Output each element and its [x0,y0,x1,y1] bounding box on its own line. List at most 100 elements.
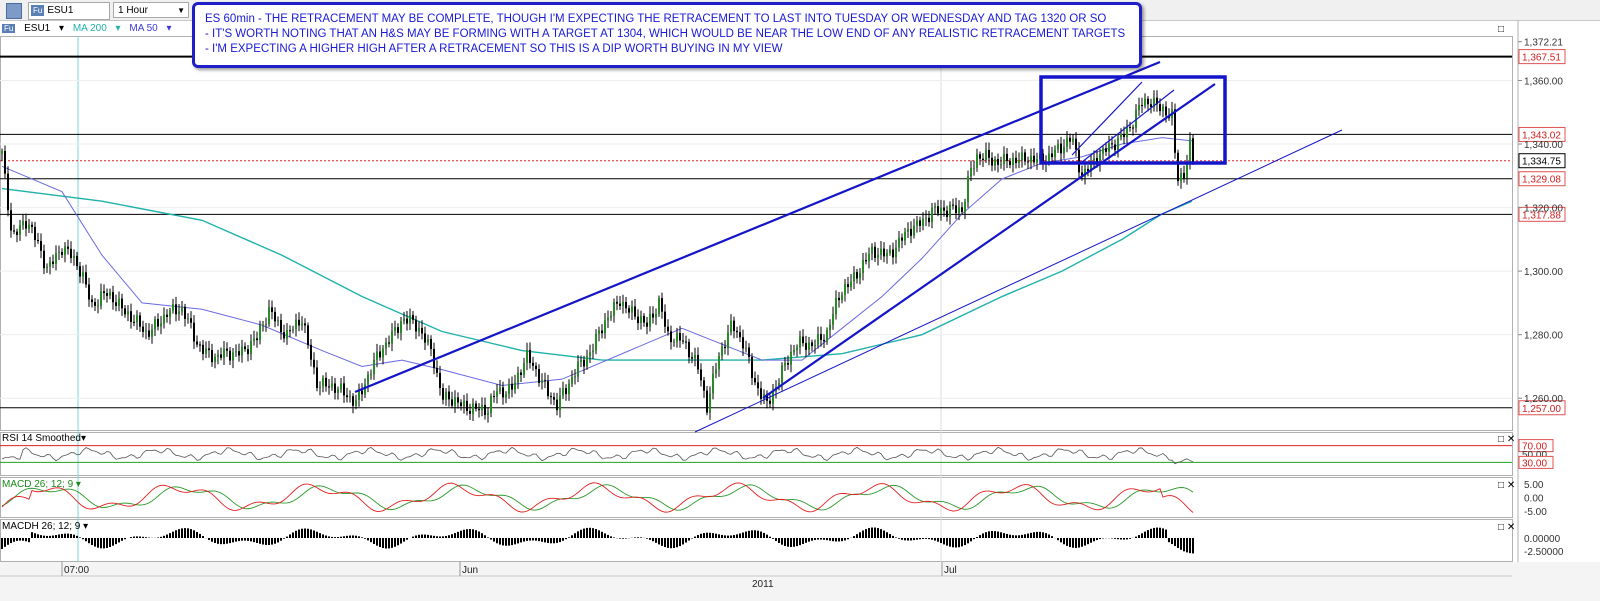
macdh-bar [985,532,987,538]
candle-body [259,325,261,341]
macdh-pane-label[interactable]: MACDH 26; 12; 9 ▾ [2,521,89,532]
candle-body [208,348,210,351]
candle-body [919,220,921,226]
candle-body [94,301,96,306]
macdh-bar [865,529,867,538]
candle-body [592,350,594,353]
macdh-bar [91,538,93,546]
macdh-bar [328,536,330,538]
macdh-bar [391,538,393,548]
candle-body [1180,172,1182,182]
macdh-bar [460,530,462,538]
macdh-bar [754,530,756,538]
macdh-bar [280,538,282,541]
candle-body [898,237,900,248]
candle-body [970,167,972,177]
candle-body [748,347,750,358]
candle-body [274,311,276,322]
macdh-bar [34,533,36,538]
macdh-bar [910,538,912,541]
macdh-bar [778,538,780,544]
candle-body [703,380,705,391]
candle-body [934,206,936,208]
candle-body [1111,143,1113,145]
maximize-icon[interactable]: □ [1498,24,1505,35]
macdh-bar [844,538,846,541]
macdh-bar [106,538,108,548]
macdh-bar [226,538,228,544]
macdh-bar [145,537,147,538]
macdh-bar [337,537,339,538]
candle-body [88,284,90,300]
candle-body [37,240,39,242]
macdh-bar [931,538,933,540]
macdh-bar [796,538,798,547]
candle-body [994,159,996,166]
candle-body [967,176,969,202]
macd-maximize-icon[interactable]: □ ✕ [1498,480,1516,491]
macdh-bar [469,528,471,538]
candle-body [556,399,558,411]
macdh-bar [1030,532,1032,538]
macdh-bar [577,531,579,538]
candle-body [493,396,495,398]
candle-body [169,310,171,317]
macdh-bar [895,537,897,538]
macdh-bar [1039,531,1041,538]
candle-body [814,345,816,347]
legend-symbol[interactable]: Fu ESU1 ▾ [2,23,65,34]
legend-ma200[interactable]: MA 200 ▾ [72,23,121,34]
macdh-bar [838,538,840,542]
macdh-bar [142,536,144,538]
trendline [1081,89,1175,163]
x-tick-label: Jun [462,565,478,576]
macdh-bar [193,530,195,538]
candle-body [619,303,621,306]
macdh-bar [970,538,972,542]
candle-body [1057,143,1059,150]
symbol-input[interactable]: Fu ESU1 [28,2,110,20]
candle-body [784,362,786,366]
candle-body [328,386,330,388]
macdh-bar [355,535,357,538]
macdh-bar [919,538,921,540]
candle-body [43,250,45,269]
legend-ma50[interactable]: MA 50 ▾ [129,23,172,34]
macdh-bar [1099,538,1101,540]
macdh-bar [232,538,234,543]
timeframe-select[interactable]: 1 Hour ▼ [113,2,189,18]
rsi-pane-label[interactable]: RSI 14 Smoothed▾ [2,433,86,444]
candle-body [49,261,51,267]
macdh-bar [334,537,336,538]
app-icon[interactable] [6,3,22,19]
macdh-maximize-icon[interactable]: □ ✕ [1498,522,1516,533]
candle-body [1006,153,1008,162]
macdh-bar [688,538,690,541]
macdh-bar [580,529,582,538]
macdh-bar [433,535,435,538]
macdh-bar [1078,538,1080,548]
macdh-bar [118,538,120,543]
candle-body [25,221,27,229]
macdh-bar [1066,538,1068,546]
macd-pane-label[interactable]: MACD 26; 12; 9 ▾ [2,479,81,490]
rsi-maximize-icon[interactable]: □ ✕ [1498,434,1516,445]
candle-body [928,217,930,223]
macdh-bar [1123,538,1125,540]
macdh-bar [46,535,48,538]
candle-body [670,331,672,343]
macdh-bar [430,535,432,538]
macdh-bar [481,533,483,538]
candle-body [469,410,471,414]
candle-body [1141,105,1143,107]
macdh-bar [25,538,27,542]
macdh-bar [535,538,537,541]
macdh-bar [247,538,249,541]
candle-body [838,297,840,301]
macdh-bar [1159,527,1161,538]
candle-body [256,338,258,341]
candle-body [844,284,846,295]
candle-body [526,349,528,363]
macdh-bar [49,535,51,538]
